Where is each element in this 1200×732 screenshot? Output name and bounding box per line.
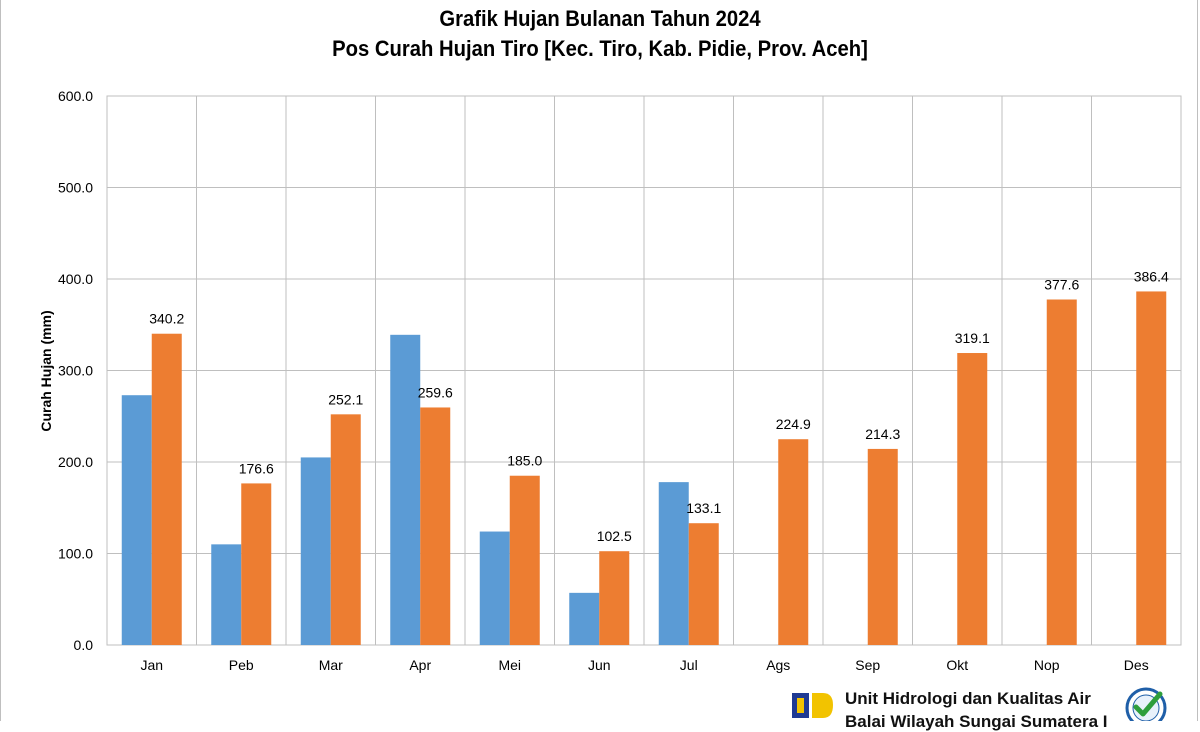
bar-series1-Apr [390, 334, 421, 645]
bar-series2-Ags [778, 439, 809, 645]
bar-series2-Sep [867, 448, 898, 645]
y-tick-label: 400.0 [58, 271, 93, 287]
x-tick-label: Okt [946, 657, 968, 673]
data-label-Mei: 185.0 [507, 453, 542, 469]
bar-series2-Mar [330, 414, 361, 645]
footer-organization-line1: Unit Hidrologi dan Kualitas Air [845, 689, 1091, 708]
bar-series2-Jan [151, 333, 182, 645]
y-tick-label: 500.0 [58, 180, 93, 196]
x-tick-label: Apr [409, 657, 431, 673]
data-label-Okt: 319.1 [955, 330, 990, 346]
x-tick-label: Peb [229, 657, 254, 673]
bar-series1-Mar [300, 457, 331, 645]
bar-series1-Jun [569, 592, 600, 645]
data-label-Jul: 133.1 [686, 500, 721, 516]
data-label-Jan: 340.2 [149, 311, 184, 327]
x-tick-label: Nop [1034, 657, 1060, 673]
x-tick-label: Jul [680, 657, 698, 673]
chart-data-labels: 340.2 176.6 252.1 259.6 185.0 102.5 133.1 224.9… [149, 268, 1169, 544]
y-axis-ticks: 0.0 100.0 200.0 300.0 400.0 500.0 600.0 [58, 88, 93, 653]
chart-subtitle: Pos Curah Hujan Tiro [Kec. Tiro, Kab. Pi… [332, 36, 868, 61]
y-tick-label: 200.0 [58, 454, 93, 470]
x-tick-label: Jan [140, 657, 163, 673]
x-axis-ticks: Jan Peb Mar Apr Mei Jun Jul Ags Sep Okt Nop Des [140, 657, 1148, 673]
data-label-Mar: 252.1 [328, 391, 363, 407]
data-label-Ags: 224.9 [776, 416, 811, 432]
bar-series2-Okt [957, 353, 988, 645]
bar-series1-Peb [211, 544, 242, 645]
bar-series2-Jun [599, 551, 630, 645]
pupr-logo-icon [789, 690, 835, 721]
x-tick-label: Des [1124, 657, 1149, 673]
x-tick-label: Jun [588, 657, 611, 673]
bar-series1-Jan [121, 395, 152, 645]
data-label-Des: 386.4 [1134, 268, 1169, 284]
bar-series2-Peb [241, 483, 272, 645]
chart-title: Grafik Hujan Bulanan Tahun 2024 [439, 6, 761, 31]
x-tick-label: Mei [498, 657, 521, 673]
x-tick-label: Ags [766, 657, 790, 673]
data-label-Jun: 102.5 [597, 528, 632, 544]
x-tick-label: Sep [855, 657, 880, 673]
chart-grid [106, 95, 1182, 646]
bar-series2-Jul [688, 523, 719, 645]
bar-series1-Mei [479, 531, 510, 645]
y-axis-label: Curah Hujan (mm) [38, 310, 54, 431]
x-tick-label: Mar [319, 657, 343, 673]
bar-series2-Mei [509, 475, 540, 645]
y-tick-label: 100.0 [58, 546, 93, 562]
rainfall-bar-chart: 340.2 176.6 252.1 259.6 185.0 102.5 133.1 224.9… [38, 88, 1182, 673]
bar-series2-Apr [420, 407, 451, 645]
y-tick-label: 300.0 [58, 363, 93, 379]
bar-series2-Des [1136, 291, 1167, 645]
footer-organization-line2: Balai Wilayah Sungai Sumatera I [845, 712, 1108, 731]
bar-series2-Nop [1046, 299, 1077, 645]
data-label-Nop: 377.6 [1044, 276, 1079, 292]
chart-bars [121, 291, 1167, 645]
bar-series1-Jul [658, 482, 689, 645]
data-label-Peb: 176.6 [239, 460, 274, 476]
y-tick-label: 0.0 [74, 637, 94, 653]
y-tick-label: 600.0 [58, 88, 93, 104]
data-label-Sep: 214.3 [865, 426, 900, 442]
data-label-Apr: 259.6 [418, 384, 453, 400]
iso-certification-icon [1125, 687, 1167, 721]
